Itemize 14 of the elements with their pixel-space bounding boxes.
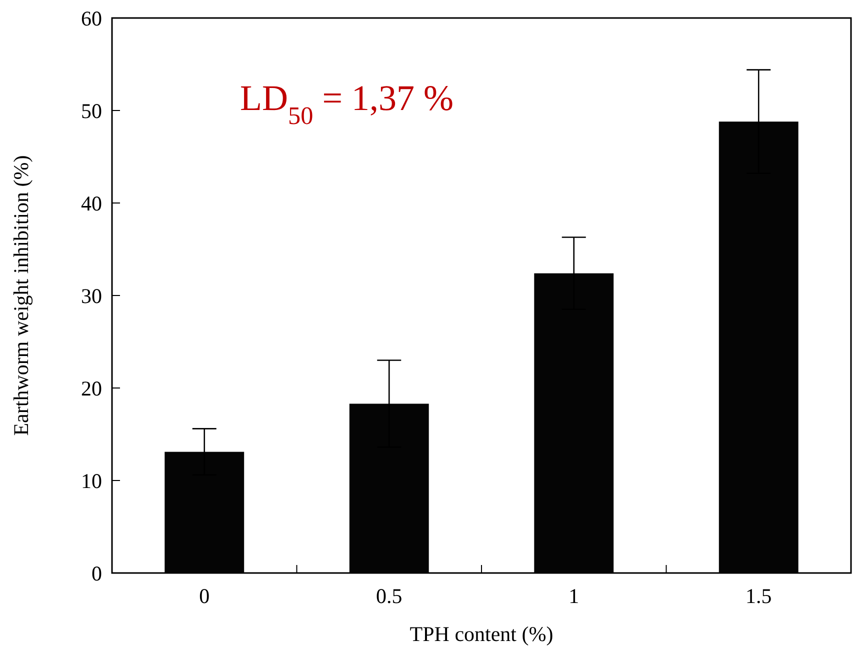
- x-tick-label: 0: [199, 584, 210, 608]
- x-axis-title: TPH content (%): [410, 622, 554, 646]
- y-tick-label: 50: [81, 98, 102, 123]
- x-tick-label: 1: [568, 584, 580, 608]
- annotation: LD$_{50}$ = 1,37 %: [240, 78, 454, 130]
- x-tick-label: 1.5: [746, 584, 772, 608]
- y-tick-label: 20: [81, 376, 102, 400]
- y-axis-title: Earthworm weight inhibition (%): [9, 155, 33, 436]
- y-tick-label: 60: [81, 6, 102, 30]
- y-tick-label: 30: [81, 284, 102, 308]
- x-tick-label: 0.5: [376, 584, 402, 608]
- y-tick-label: 0: [92, 561, 102, 586]
- y-tick-label: 40: [81, 191, 102, 216]
- y-tick-label: 10: [81, 468, 102, 493]
